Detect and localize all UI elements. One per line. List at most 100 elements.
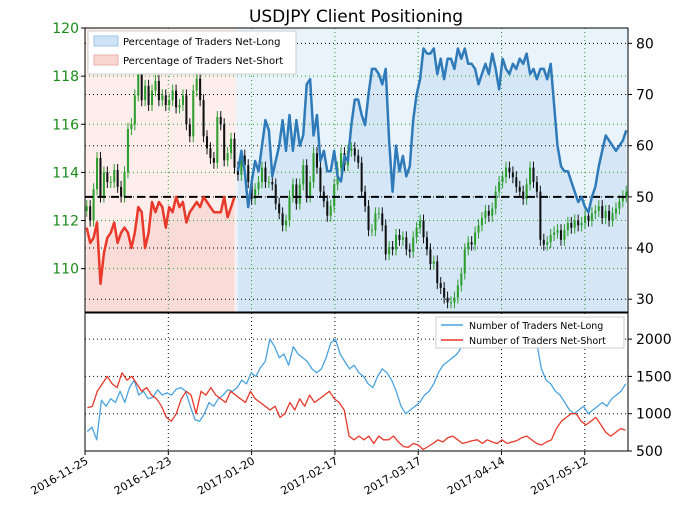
candle-body — [535, 182, 538, 192]
legend-label-count-long: Number of Traders Net-Long — [469, 321, 603, 332]
candle-body — [130, 124, 133, 130]
candle-body — [370, 230, 373, 232]
candle-body — [553, 232, 556, 235]
legend-swatch-net-long — [93, 35, 119, 47]
candle-body — [542, 239, 545, 245]
x-tick-label: 2017-05-12 — [528, 454, 590, 497]
candle-body — [205, 136, 209, 149]
candle-body — [594, 210, 597, 214]
chart-title: USDJPY Client Positioning — [249, 7, 463, 27]
left-tick-label: 116 — [52, 117, 79, 133]
candle-body — [391, 247, 394, 250]
candle-body — [388, 247, 391, 255]
candle-body — [209, 148, 212, 158]
candle-body — [309, 182, 312, 197]
candle-body — [171, 90, 174, 101]
x-tick-label: 2017-01-20 — [195, 454, 257, 497]
x-tick-label: 2017-02-17 — [279, 454, 341, 497]
candle-body — [212, 157, 215, 163]
candle-body — [580, 222, 583, 226]
date-axis: 2016-11-25 2016-12-23 2017-01-20 2017-02-17… — [29, 451, 590, 498]
candle-body — [625, 191, 628, 197]
candle-body — [504, 167, 508, 178]
candle-body — [566, 222, 569, 231]
net-long-bg — [590, 28, 595, 312]
candle-body — [123, 172, 126, 197]
top-panel-frame — [84, 27, 629, 313]
candle-body — [161, 95, 164, 101]
candle-body — [302, 165, 305, 185]
net-long-bg — [390, 28, 395, 312]
candle-body — [106, 172, 109, 183]
candle-body — [291, 184, 294, 197]
candle-body — [274, 184, 277, 204]
net-short-bg — [229, 28, 234, 312]
candle-body — [113, 170, 116, 183]
right-tick-label: 70 — [636, 88, 654, 104]
candle-body — [621, 196, 624, 202]
net-short-bg — [170, 28, 175, 312]
candle-body — [408, 249, 411, 252]
candle-body — [487, 210, 490, 216]
candle-body — [257, 182, 260, 190]
candle-body — [604, 210, 607, 219]
right-tick-label: 40 — [636, 241, 654, 257]
candle-body — [577, 220, 580, 226]
right-tick-label: 1000 — [636, 407, 672, 423]
net-long-bg — [573, 28, 578, 312]
candle-body — [546, 242, 549, 245]
candle-body — [597, 206, 600, 211]
legend-label-net-long: Percentage of Traders Net-Long — [123, 37, 281, 48]
net-short-bg — [188, 28, 193, 312]
net-short-bg — [139, 28, 145, 312]
right-tick-label: 50 — [636, 190, 654, 206]
candle-body — [398, 234, 401, 240]
candle-body — [549, 234, 552, 243]
candle-body — [230, 138, 233, 154]
trader-count-line — [86, 334, 627, 441]
candle-body — [573, 220, 576, 228]
candle-body — [150, 90, 154, 106]
candle-body — [202, 100, 205, 137]
net-short-bg — [177, 28, 182, 312]
net-short-bg — [198, 28, 203, 312]
candle-body — [412, 237, 415, 252]
candle-body — [243, 155, 246, 166]
net-short-bg — [136, 28, 141, 312]
candle-body — [425, 237, 428, 250]
candle-body — [240, 155, 243, 175]
candle-body — [360, 162, 363, 192]
net-long-bg — [249, 28, 254, 312]
candle-body — [559, 230, 563, 240]
net-short-bg — [91, 28, 96, 312]
net-long-bg — [566, 28, 571, 312]
trader-count-line — [87, 372, 626, 451]
x-tick-label: 2017-04-14 — [445, 454, 507, 497]
bottom-legend: Number of Traders Net-Long Number of Tra… — [435, 316, 625, 349]
candle-body — [109, 182, 112, 184]
candle-body — [618, 201, 621, 209]
percentage-series-line — [85, 195, 236, 286]
legend-swatch-net-short — [93, 54, 119, 66]
right-tick-label: 1500 — [636, 369, 672, 385]
candle-body — [449, 302, 453, 304]
candle-body — [178, 105, 181, 108]
candle-body — [319, 167, 322, 192]
net-long-bg — [593, 28, 598, 312]
right-count-axis: 500 1000 1500 2000 — [628, 332, 672, 460]
right-percent-axis: 30 40 50 60 70 80 — [628, 36, 654, 308]
series-area — [237, 48, 627, 312]
candle-body — [463, 249, 466, 274]
left-tick-label: 118 — [52, 69, 79, 85]
candle-body — [480, 218, 483, 226]
net-short-bg — [191, 28, 196, 312]
net-short-bg — [205, 28, 210, 312]
candle-body — [185, 95, 188, 125]
candle-body — [219, 117, 222, 125]
candle-body — [126, 129, 129, 173]
candle-body — [267, 182, 270, 184]
candle-body — [436, 261, 439, 284]
net-long-bg — [586, 28, 591, 312]
net-short-bg — [174, 28, 179, 312]
candle-body — [518, 186, 521, 192]
